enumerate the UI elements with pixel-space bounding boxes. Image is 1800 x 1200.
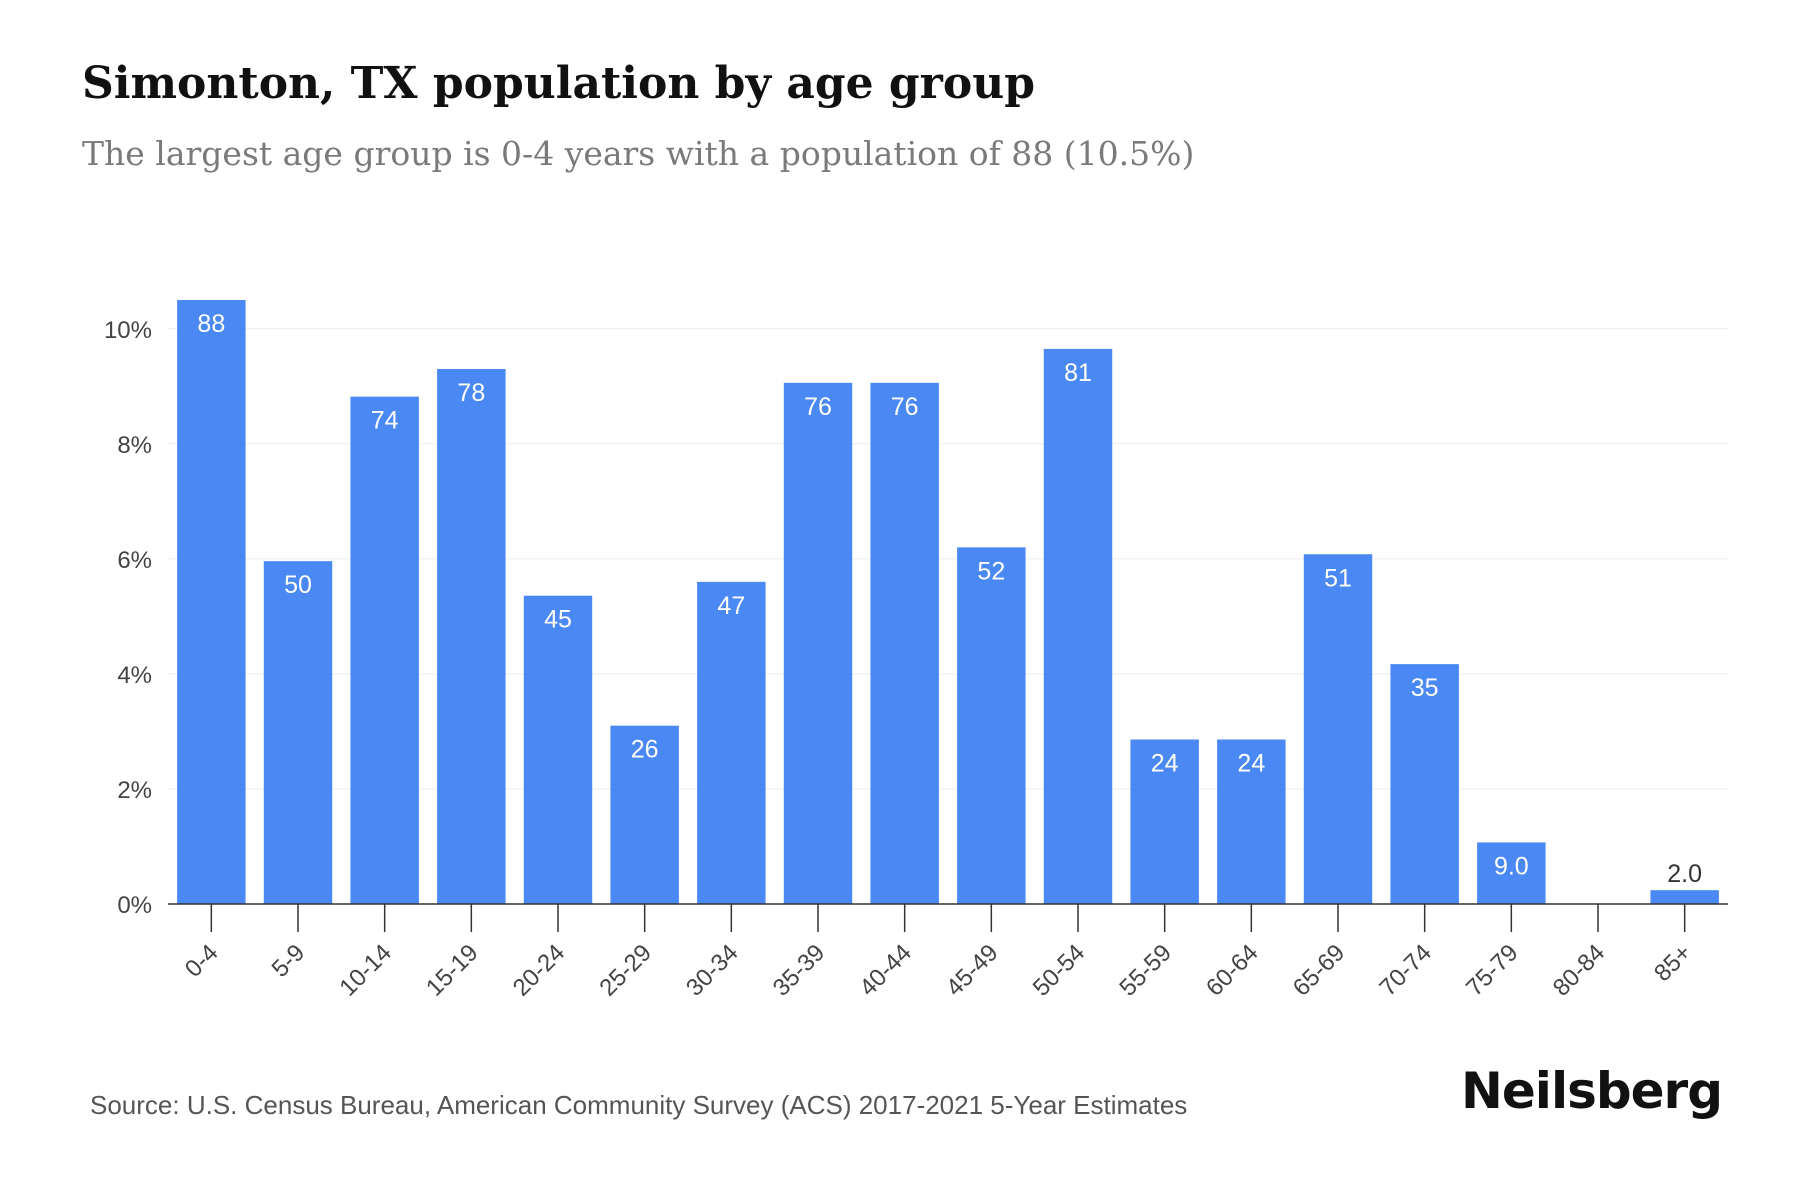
data-label: 74 (371, 407, 399, 435)
y-tick-label: 6% (117, 547, 152, 574)
bar (870, 382, 939, 904)
bar-chart: 0% 2% 4% 6% 8% 10% 0-4 5-9 10-14 15-19 20-24 25-29… (104, 300, 1728, 1002)
bar (523, 595, 593, 904)
x-tick-label: 75-79 (1461, 939, 1524, 1002)
bar (1477, 842, 1546, 904)
bar (263, 561, 333, 904)
bar (1390, 664, 1459, 904)
data-label: 9.0 (1494, 852, 1529, 880)
bar (1303, 554, 1373, 904)
y-tick-label: 0% (117, 892, 152, 919)
data-label: 52 (977, 557, 1005, 585)
chart-subtitle: The largest age group is 0-4 years with … (82, 134, 1195, 173)
x-tick-label: 80-84 (1548, 939, 1611, 1002)
x-tick-label: 55-59 (1114, 939, 1177, 1002)
data-label: 2.0 (1667, 860, 1702, 888)
x-axis (168, 903, 1728, 932)
data-label: 76 (804, 393, 832, 421)
chart-title: Simonton, TX population by age group (82, 58, 1035, 109)
data-label: 35 (1411, 674, 1439, 702)
x-tick-label: 70-74 (1374, 939, 1437, 1002)
data-label: 26 (631, 736, 659, 764)
data-label: 78 (457, 379, 485, 407)
x-tick-label: 10-14 (334, 939, 397, 1002)
x-tick-label: 60-64 (1201, 939, 1264, 1002)
data-label: 47 (717, 592, 745, 620)
x-tick-label: 15-19 (421, 939, 484, 1002)
data-label: 50 (284, 571, 312, 599)
bar (177, 300, 246, 904)
source-note: Source: U.S. Census Bureau, American Com… (90, 1090, 1188, 1120)
bar (1043, 348, 1113, 904)
x-tick-label: 45-49 (941, 939, 1004, 1002)
x-tick-label: 40-44 (854, 939, 917, 1002)
data-label: 51 (1324, 564, 1352, 592)
bars (177, 300, 1719, 904)
bar (697, 581, 766, 904)
bar (1650, 890, 1719, 904)
data-label: 81 (1064, 359, 1092, 387)
x-tick-label: 85+ (1649, 939, 1697, 987)
x-tick-label: 5-9 (267, 939, 311, 983)
x-tick-label: 65-69 (1288, 939, 1351, 1002)
y-tick-label: 4% (117, 662, 152, 689)
data-labels: 88 50 74 78 45 26 47 76 76 52 81 24 24 51 35 9.0 2.0 (197, 310, 1702, 888)
x-tick-label: 0-4 (180, 939, 224, 983)
x-tick-label: 30-34 (681, 939, 744, 1002)
y-tick-label: 2% (117, 777, 152, 804)
data-label: 45 (544, 606, 572, 634)
x-tick-labels: 0-4 5-9 10-14 15-19 20-24 25-29 30-34 35-39 40-4… (180, 939, 1697, 1002)
bar (437, 369, 506, 904)
x-tick-label: 35-39 (768, 939, 831, 1002)
bar (1130, 739, 1199, 904)
bar (350, 396, 419, 904)
bar (1217, 739, 1286, 904)
x-tick-label: 25-29 (594, 939, 657, 1002)
brand-logo: Neilsberg (1461, 1062, 1723, 1120)
y-tick-label: 10% (104, 317, 152, 344)
bar (783, 382, 853, 904)
data-label: 24 (1151, 749, 1179, 777)
data-label: 76 (891, 393, 919, 421)
grid-lines (168, 328, 1728, 790)
y-axis: 0% 2% 4% 6% 8% 10% (104, 317, 152, 919)
data-label: 24 (1237, 749, 1265, 777)
data-label: 88 (197, 310, 225, 338)
x-tick-label: 50-54 (1028, 939, 1091, 1002)
y-tick-label: 8% (117, 432, 152, 459)
x-tick-label: 20-24 (508, 939, 571, 1002)
bar (610, 725, 679, 904)
bar (957, 547, 1026, 904)
